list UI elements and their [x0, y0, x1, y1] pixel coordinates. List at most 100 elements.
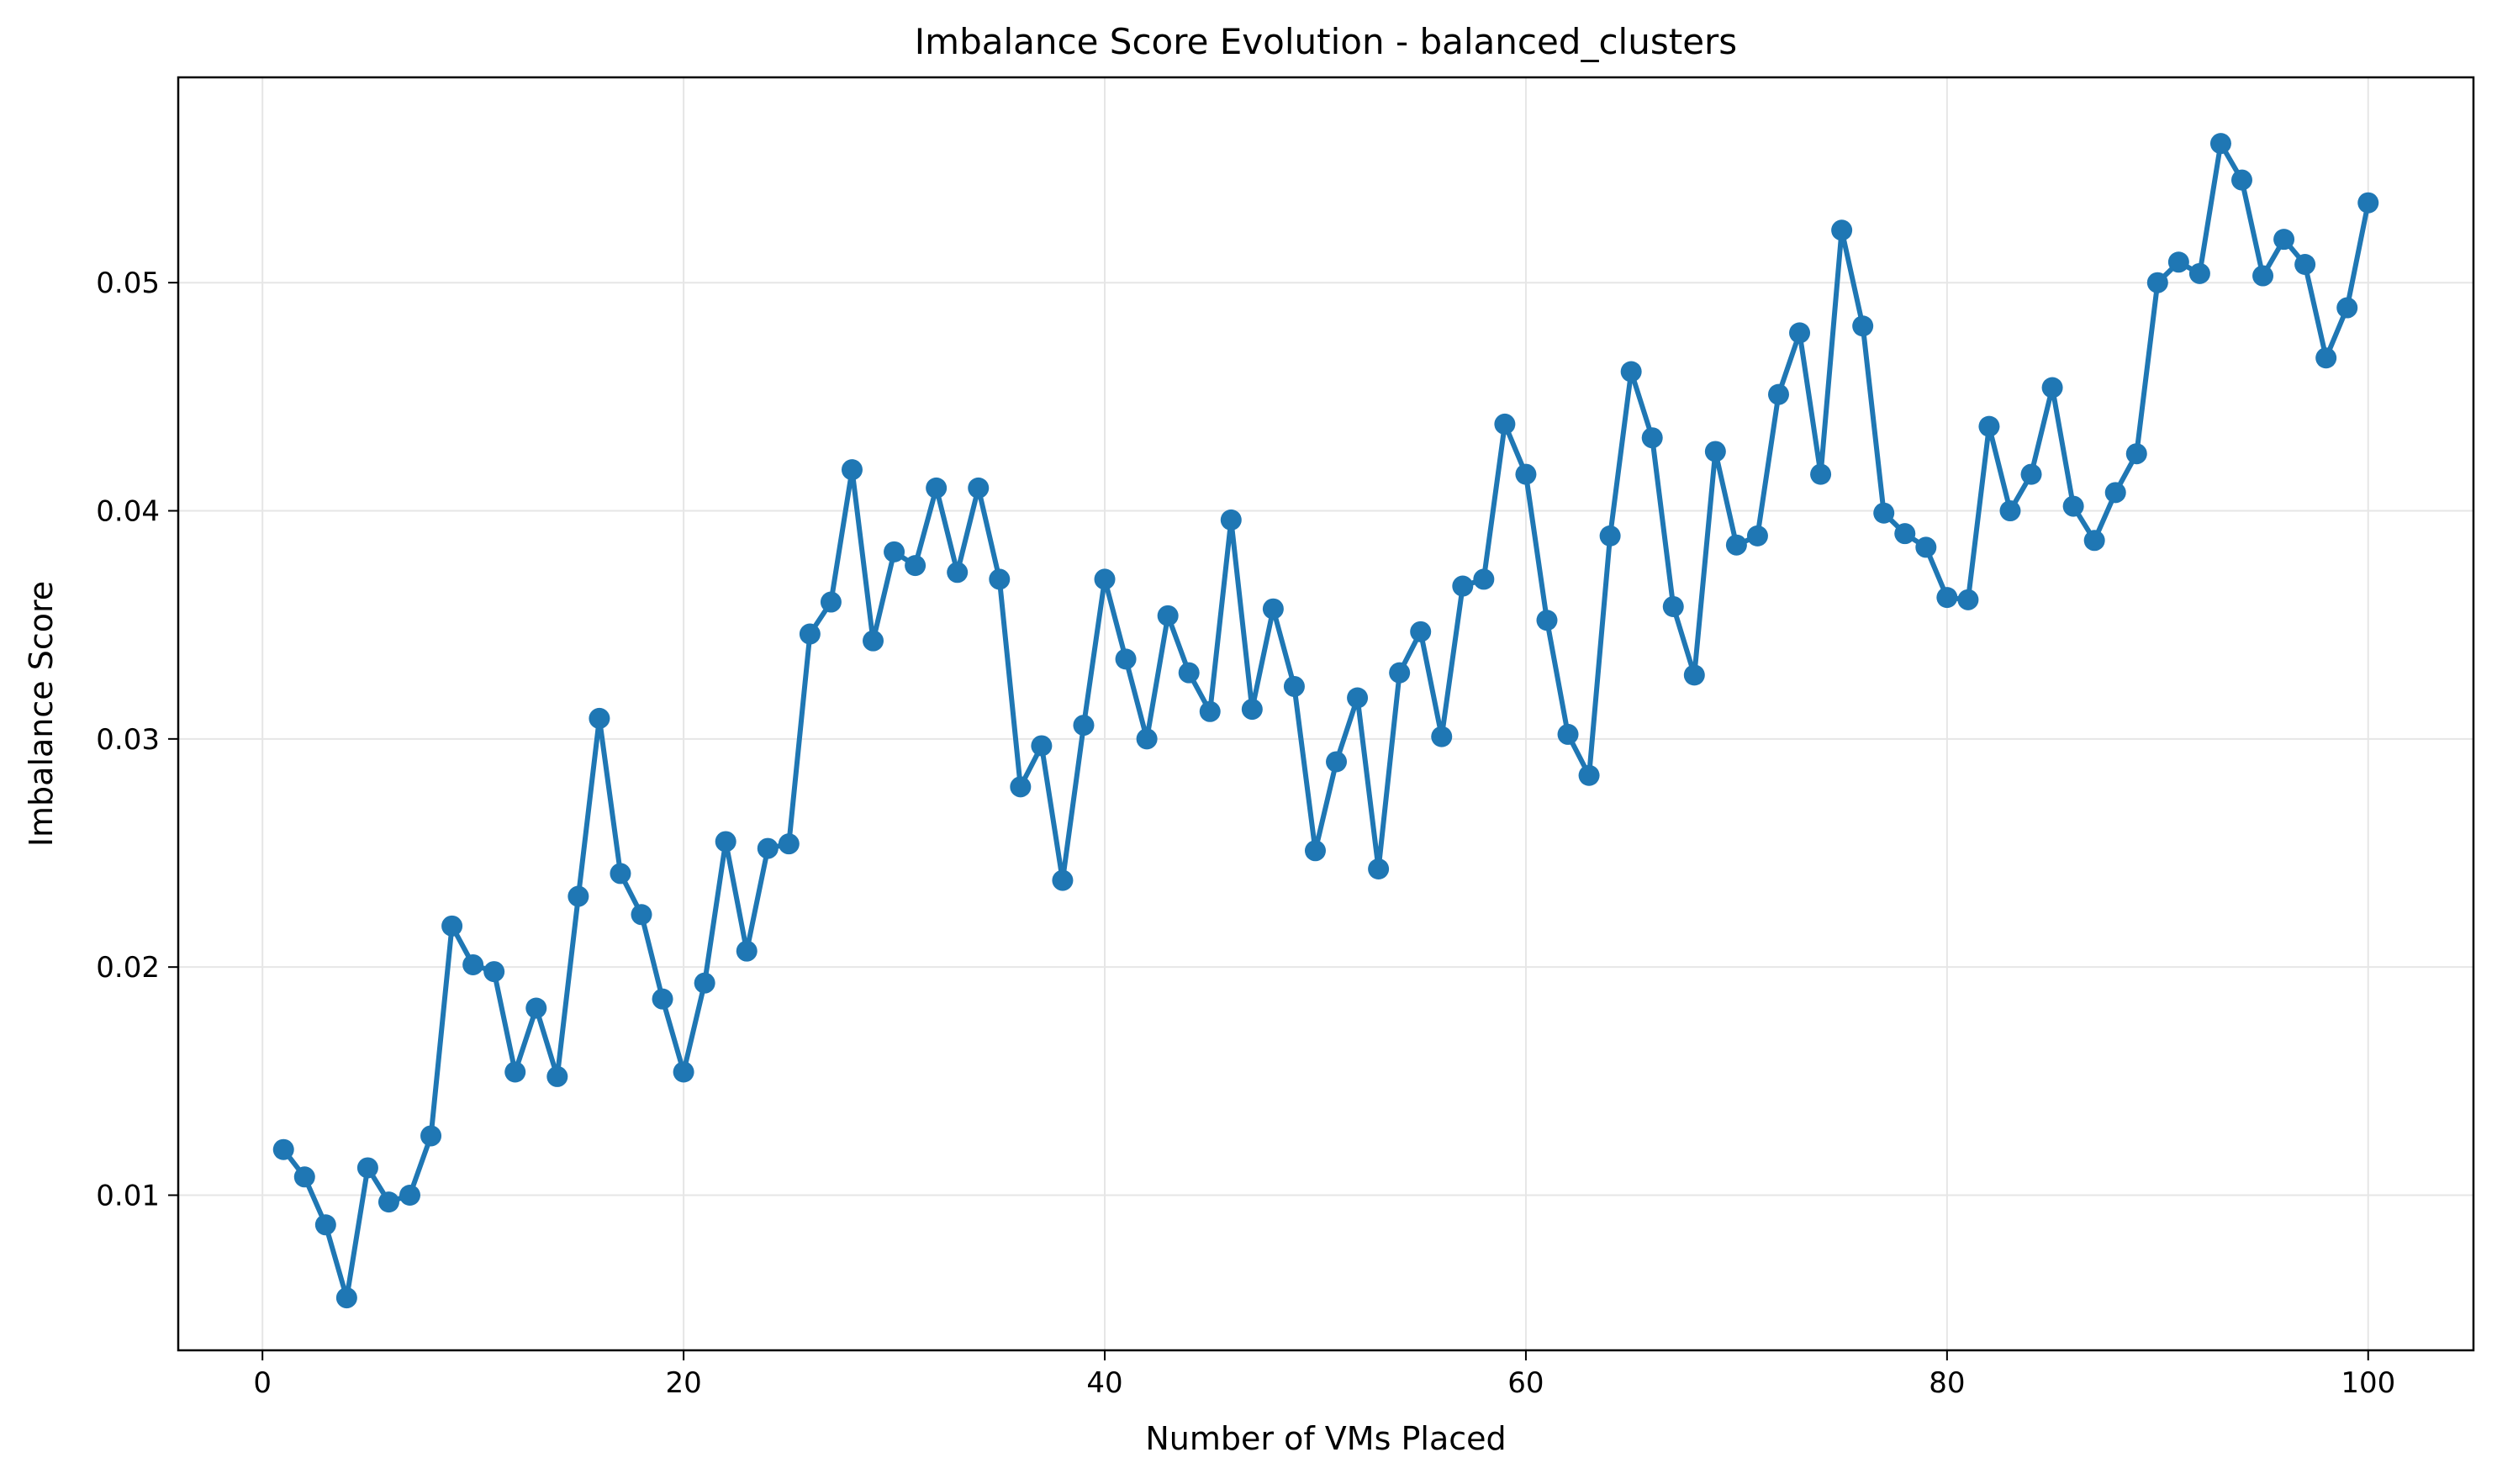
data-point [989, 568, 1011, 590]
data-point [1494, 413, 1516, 435]
data-point [1746, 525, 1768, 547]
data-point [1831, 219, 1853, 241]
data-point [1431, 726, 1453, 747]
data-point [1557, 723, 1579, 745]
data-point [335, 1287, 357, 1309]
data-point [377, 1191, 399, 1213]
data-point [1010, 776, 1032, 798]
data-point [1789, 322, 1811, 344]
data-point [2336, 297, 2358, 319]
data-point [736, 940, 758, 962]
data-point [420, 1125, 442, 1147]
data-point [1641, 427, 1663, 449]
data-point [631, 904, 652, 926]
data-point [1473, 568, 1495, 590]
data-point [2167, 251, 2189, 273]
data-point [1915, 536, 1937, 558]
series-line [281, 140, 2371, 1301]
y-tick-label: 0.04 [96, 495, 160, 529]
data-point [2104, 482, 2126, 504]
y-tick-label: 0.03 [96, 723, 160, 757]
data-point [1999, 500, 2021, 522]
data-point [589, 707, 610, 729]
grid-lines [178, 77, 2473, 1350]
data-point [2062, 495, 2084, 517]
data-point [1704, 441, 1726, 462]
data-point [1957, 589, 1979, 610]
data-point [1389, 662, 1411, 684]
data-point [293, 1166, 315, 1188]
data-point [947, 562, 969, 584]
data-point [1852, 315, 1874, 337]
series-layer [272, 133, 2379, 1309]
data-point [694, 972, 715, 994]
data-point [1115, 648, 1137, 670]
data-point [2357, 192, 2379, 214]
data-point [2230, 169, 2252, 191]
data-point [673, 1061, 694, 1083]
data-point [1178, 662, 1200, 684]
data-point [1241, 699, 1263, 721]
data-point [905, 555, 926, 577]
data-point [1599, 525, 1621, 547]
x-tick-label: 80 [1929, 1366, 1965, 1400]
data-point [2294, 253, 2316, 275]
data-point [2252, 265, 2274, 287]
data-point [483, 961, 505, 983]
data-point [757, 837, 779, 859]
data-point [1873, 502, 1895, 524]
data-point [1578, 764, 1600, 786]
x-axis-label: Number of VMs Placed [1145, 1420, 1506, 1457]
y-tick-label: 0.01 [96, 1179, 160, 1212]
data-point [2315, 347, 2337, 369]
data-point [2020, 463, 2042, 485]
data-point [1936, 587, 1958, 609]
data-point [1073, 715, 1095, 737]
x-tick-label: 60 [1507, 1366, 1544, 1400]
data-point [546, 1065, 568, 1087]
y-tick-label: 0.05 [96, 267, 160, 300]
data-point [968, 477, 990, 499]
y-tick-label: 0.02 [96, 951, 160, 985]
x-tick-label: 100 [2341, 1366, 2395, 1400]
data-point [610, 863, 631, 885]
data-point [1368, 858, 1390, 880]
x-tick-label: 0 [253, 1366, 272, 1400]
data-point [2209, 133, 2231, 155]
data-point [1452, 575, 1474, 597]
data-point [926, 477, 948, 499]
data-point [1978, 415, 2000, 437]
data-point [1662, 595, 1684, 617]
data-point [2146, 272, 2168, 293]
data-point [1326, 751, 1348, 773]
data-point [2188, 262, 2210, 284]
data-point [2083, 530, 2105, 552]
y-axis-label: Imbalance Score [23, 581, 60, 847]
data-point [356, 1157, 378, 1179]
data-point [399, 1184, 421, 1206]
data-point [863, 630, 884, 652]
data-point [1683, 664, 1705, 686]
data-point [1725, 534, 1747, 556]
data-point [1767, 383, 1789, 405]
x-tick-label: 40 [1086, 1366, 1122, 1400]
data-point [841, 459, 863, 481]
data-point [1810, 463, 1832, 485]
data-point [1136, 728, 1158, 750]
data-point [1620, 361, 1642, 383]
data-point [778, 833, 800, 855]
data-point [1304, 840, 1326, 862]
data-point [1199, 700, 1221, 722]
data-point [715, 831, 736, 853]
data-point [1052, 869, 1074, 891]
chart-title: Imbalance Score Evolution - balanced_clu… [915, 21, 1737, 62]
axis-ticks: 0 20 40 60 80 100 0.01 0.02 0.03 0.04 0.05 [96, 267, 2395, 1400]
data-point [1347, 687, 1369, 709]
data-point [799, 623, 821, 645]
data-point [1031, 735, 1053, 757]
data-point [884, 541, 905, 562]
data-point [1157, 605, 1179, 626]
data-point [820, 591, 842, 613]
